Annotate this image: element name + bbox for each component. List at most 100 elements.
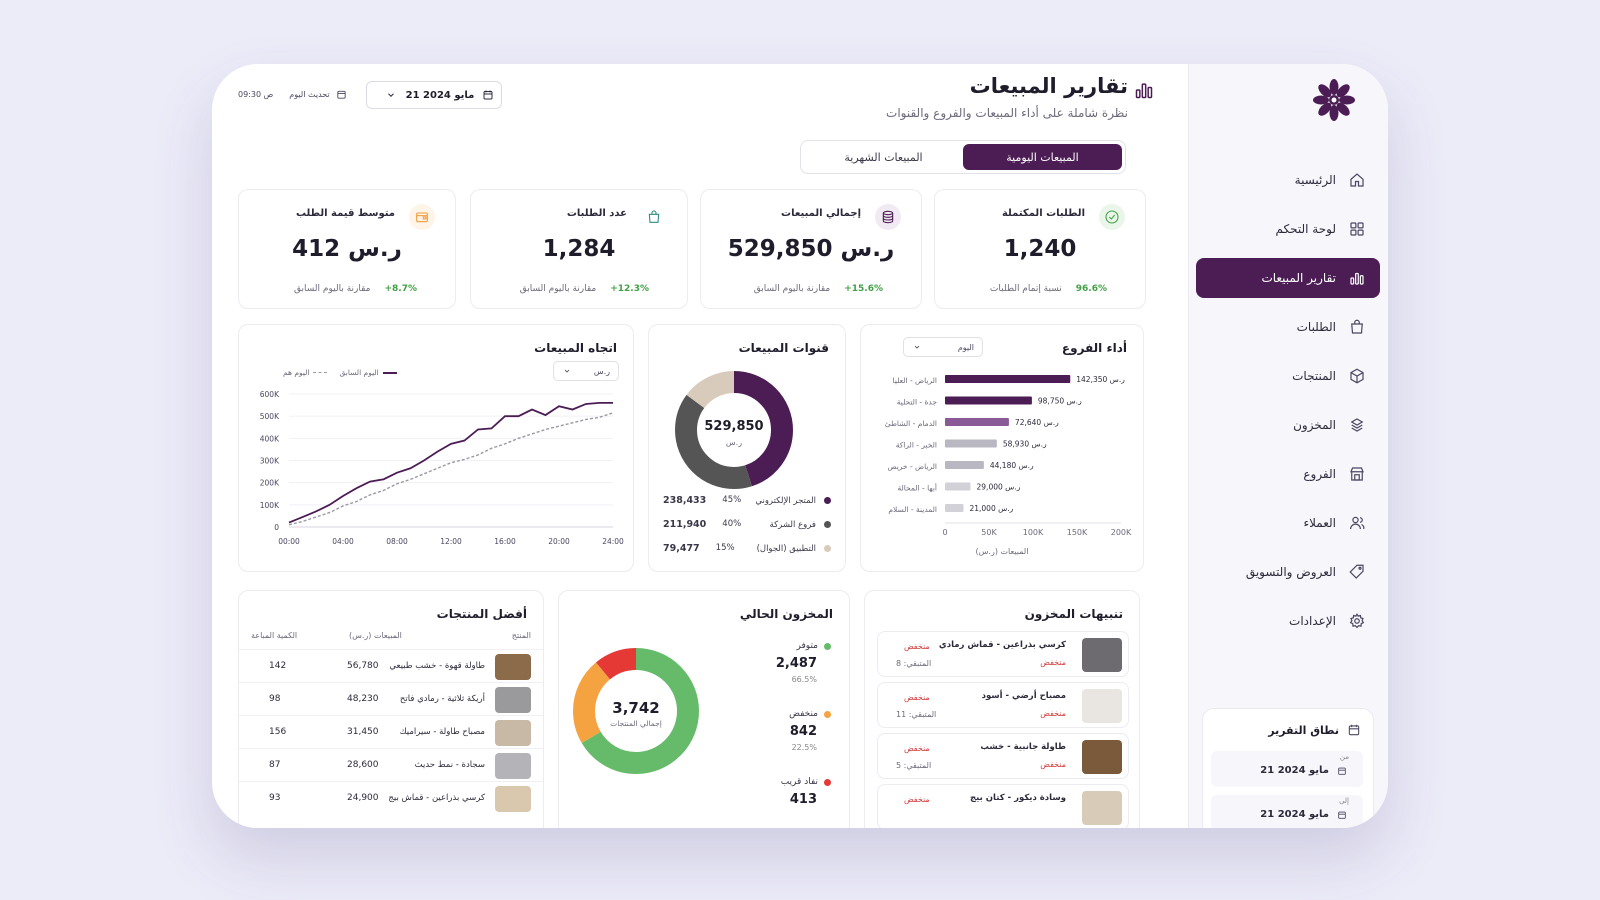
- sidebar-item-customers[interactable]: العملاء: [1196, 503, 1380, 543]
- alert-item[interactable]: وسادة ديكور - كتان بيج منخفض: [877, 784, 1129, 828]
- alert-product-name: طاولة جانبية - خشب: [980, 742, 1066, 752]
- inventory-total-label: إجمالي المنتجات: [610, 719, 662, 728]
- card-title: أداء الفروع: [1061, 341, 1127, 355]
- product-thumbnail: [495, 720, 531, 746]
- product-sales: 24,900: [347, 793, 379, 803]
- category-label: الرياض - خريص: [888, 462, 937, 471]
- card-title: أفضل المنتجات: [436, 607, 527, 621]
- sales-line-chart: 0 100K 200K 300K 400K 500K 600K 00:00 04:00 08:00…: [260, 390, 624, 546]
- alert-product-image: [1082, 791, 1122, 825]
- alert-tag: منخفض: [1040, 709, 1066, 718]
- tab-monthly-sales[interactable]: المبيعات الشهرية: [844, 150, 923, 164]
- kpi-value: 529,850 ر.س: [727, 236, 895, 262]
- col-header-qty: الكمية المباعة: [251, 631, 298, 640]
- pie-slice: [675, 371, 793, 489]
- branch-bar-chart: 0 50K 100K 150K 200K الرياض - العليا 142,350 ر…: [885, 375, 1132, 537]
- alert-product-image: [1082, 689, 1122, 723]
- kpi-foot-label: مقارنة باليوم السابق: [519, 284, 597, 294]
- calendar-icon: [1338, 767, 1346, 775]
- x-tick-label: 16:00: [494, 537, 516, 546]
- category-label: الخبر - الراكة: [896, 441, 937, 450]
- x-tick-label: 00:00: [278, 537, 300, 546]
- sidebar-item-sales-reports[interactable]: تقارير المبيعات: [1196, 258, 1380, 298]
- kpi-title: عدد الطلبات: [566, 208, 627, 219]
- bag-icon: [1351, 319, 1363, 334]
- sidebar-item-marketing[interactable]: العروض والتسويق: [1196, 552, 1380, 592]
- update-label: تحديث اليوم: [289, 90, 330, 99]
- sidebar-item-label: الإعدادات: [1289, 614, 1336, 628]
- table-row[interactable]: سجادة - نمط حديث 28,600 87: [239, 748, 543, 781]
- x-tick-label: 50K: [981, 528, 997, 537]
- sidebar-item-products[interactable]: المنتجات: [1196, 356, 1380, 396]
- bar-value-label: 44,180 ر.س: [990, 461, 1034, 470]
- branch-period-select[interactable]: اليوم: [903, 337, 983, 357]
- branch-period-value: اليوم: [957, 342, 974, 352]
- channel-percent: 15%: [715, 543, 735, 553]
- x-tick-label: 04:00: [332, 537, 354, 546]
- kpi-value: 1,240: [1003, 236, 1077, 262]
- alert-status: منخفض: [904, 744, 930, 753]
- alert-item[interactable]: مصباح أرضي - أسود منخفض منخفض المتبقي: 11: [877, 682, 1129, 728]
- channel-percent: 45%: [722, 495, 742, 505]
- sidebar-item-label: الطلبات: [1296, 320, 1336, 334]
- category-label: جدة - التحلية: [897, 398, 938, 407]
- card-title: اتجاه المبيعات: [534, 341, 617, 355]
- product-sales: 31,450: [347, 727, 379, 737]
- shopping-bag-icon: [648, 210, 660, 223]
- table-row[interactable]: أريكة ثلاثية - رمادي فاتح 48,230 98: [239, 682, 543, 715]
- kpi-card-completed-orders: الطلبات المكتملة 1,240 96.6% نسبة إتمام ا…: [934, 189, 1146, 309]
- update-info: تحديث اليوم 09:30 ص: [238, 89, 347, 100]
- trend-unit-value: ر.س: [593, 366, 610, 376]
- card-title: تنبيهات المخزون: [1024, 607, 1123, 621]
- branch-axis-label: المبيعات (ر.س): [975, 547, 1029, 556]
- table-row[interactable]: طاولة قهوة - خشب طبيعي 56,780 142: [239, 649, 543, 682]
- sidebar-item-home[interactable]: الرئيسية: [1196, 160, 1380, 200]
- main-content: تقارير المبيعات نظرة شاملة على أداء المب…: [212, 64, 1188, 828]
- kpi-foot-label: نسبة إتمام الطلبات: [989, 284, 1062, 294]
- channel-label: التطبيق (الجوال): [756, 543, 816, 554]
- kpi-title: الطلبات المكتملة: [1001, 208, 1085, 219]
- kpi-foot: 96.6% نسبة إتمام الطلبات: [990, 284, 1107, 294]
- table-row[interactable]: كرسي بذراعين - قماش بيج 24,900 93: [239, 781, 543, 814]
- channel-percent: 40%: [722, 519, 742, 529]
- dashboard-icon: [1350, 222, 1364, 236]
- period-tabs: المبيعات اليومية المبيعات الشهرية: [800, 140, 1126, 174]
- calendar-icon: [1348, 724, 1360, 736]
- table-row[interactable]: مصباح طاولة - سيراميك 31,450 156: [239, 715, 543, 748]
- kpi-icon: [1099, 204, 1125, 230]
- alert-tag: منخفض: [1040, 658, 1066, 667]
- channels-unit: ر.س: [725, 438, 743, 447]
- pie-slice: [573, 648, 699, 774]
- alert-item[interactable]: طاولة جانبية - خشب منخفض منخفض المتبقي: 5: [877, 733, 1129, 779]
- sidebar-item-branches[interactable]: الفروع: [1196, 454, 1380, 494]
- channel-value: 211,940: [663, 519, 707, 530]
- users-icon: [1350, 516, 1365, 530]
- kpi-title: إجمالي المبيعات: [781, 208, 861, 219]
- report-range-from[interactable]: من 21 مايو 2024: [1211, 751, 1363, 787]
- product-qty: 142: [269, 661, 287, 671]
- sales-trend-card: اتجاه المبيعات ر.س اليوم هم اليوم السابق…: [238, 324, 634, 572]
- alert-status: منخفض: [904, 642, 930, 651]
- alert-product-name: مصباح أرضي - أسود: [981, 691, 1066, 701]
- sidebar-item-inventory[interactable]: المخزون: [1196, 405, 1380, 445]
- logo-icon: [1313, 79, 1355, 121]
- sidebar-item-dashboard[interactable]: لوحة التحكم: [1196, 209, 1380, 249]
- tab-daily-sales[interactable]: المبيعات اليومية: [963, 144, 1122, 170]
- current-inventory-card: المخزون الحالي 3,742 إجمالي المنتجات متو…: [558, 590, 850, 828]
- trend-legend: اليوم هم اليوم السابق: [283, 368, 397, 377]
- alert-item[interactable]: كرسي بذراعين - قماش رمادي منخفض منخفض المتب…: [877, 631, 1129, 677]
- report-range-to[interactable]: إلى 21 مايو 2024: [1211, 795, 1363, 828]
- bar: [945, 482, 971, 491]
- channels-donut-chart: [675, 371, 793, 489]
- bar: [945, 439, 997, 448]
- channel-legend-item: المتجر الإلكتروني 45% 238,433: [663, 495, 831, 506]
- inventory-item-near-out: نفاد قريب 413: [751, 777, 831, 807]
- trend-unit-select[interactable]: ر.س: [553, 361, 619, 381]
- sidebar-item-settings[interactable]: الإعدادات: [1196, 601, 1380, 641]
- date-picker[interactable]: 21 مايو 2024: [366, 81, 502, 109]
- inventory-item-low: منخفض 842 22.5%: [751, 709, 831, 752]
- sidebar-item-orders[interactable]: الطلبات: [1196, 307, 1380, 347]
- category-label: الرياض - العليا: [893, 376, 937, 385]
- update-time: 09:30 ص: [238, 90, 274, 99]
- product-sales: 56,780: [347, 661, 379, 671]
